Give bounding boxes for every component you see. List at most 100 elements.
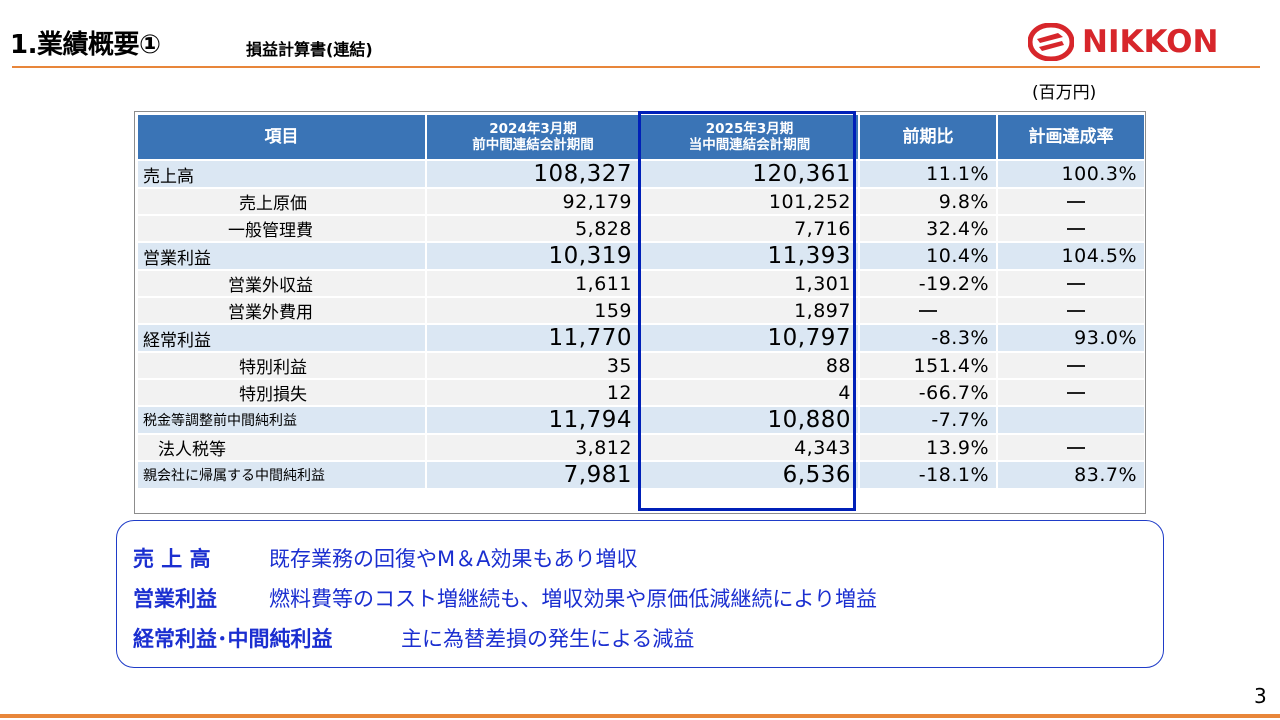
row-label: 特別利益 bbox=[136, 351, 427, 380]
prev-value: 7,981 bbox=[425, 460, 641, 490]
yoy-value: 32.4% bbox=[858, 214, 998, 243]
yoy-value: 9.8% bbox=[858, 187, 998, 216]
table-row: 営業外費用 159 1,897 bbox=[136, 296, 1146, 325]
curr-value: 6,536 bbox=[639, 460, 860, 490]
yoy-value: 11.1% bbox=[858, 159, 998, 189]
dash-icon bbox=[919, 310, 937, 312]
prev-value: 10,319 bbox=[425, 241, 641, 271]
prev-value: 11,770 bbox=[425, 323, 641, 353]
row-label: 法人税等 bbox=[136, 433, 427, 462]
summary-box: 売 上 高 既存業務の回復やM＆A効果もあり増収 営業利益 燃料費等のコスト増継… bbox=[116, 520, 1164, 668]
summary-text: 燃料費等のコスト増継続も、増収効果や原価低減継続により増益 bbox=[269, 587, 877, 611]
plan-value bbox=[996, 296, 1146, 325]
prev-value: 12 bbox=[425, 378, 641, 407]
table-row: 税金等調整前中間純利益 11,794 10,880 -7.7% bbox=[136, 405, 1146, 435]
logo-wordmark: NIKKON bbox=[1082, 24, 1219, 60]
dash-icon bbox=[1067, 365, 1085, 367]
yoy-value: 151.4% bbox=[858, 351, 998, 380]
row-label: 税金等調整前中間純利益 bbox=[136, 405, 427, 435]
table-row: 営業利益 10,319 11,393 10.4% 104.5% bbox=[136, 241, 1146, 271]
row-label: 営業外収益 bbox=[136, 269, 427, 298]
summary-key: 売 上 高 bbox=[133, 547, 211, 571]
yoy-value bbox=[858, 296, 998, 325]
plan-value bbox=[996, 187, 1146, 216]
yoy-value: -19.2% bbox=[858, 269, 998, 298]
header-curr-period: 2025年3月期 当中間連結会計期間 bbox=[639, 113, 860, 161]
row-label: 一般管理費 bbox=[136, 214, 427, 243]
curr-value: 7,716 bbox=[639, 214, 860, 243]
header-plan: 計画達成率 bbox=[996, 113, 1146, 161]
row-label: 特別損失 bbox=[136, 378, 427, 407]
curr-value: 11,393 bbox=[639, 241, 860, 271]
page-subtitle: 損益計算書(連結) bbox=[246, 40, 373, 59]
table-row: 特別損失 12 4 -66.7% bbox=[136, 378, 1146, 407]
dash-icon bbox=[1067, 201, 1085, 203]
summary-key: 経常利益･中間純利益 bbox=[133, 627, 333, 651]
plan-value bbox=[996, 378, 1146, 407]
yoy-value: 13.9% bbox=[858, 433, 998, 462]
plan-value: 83.7% bbox=[996, 460, 1146, 490]
summary-text: 既存業務の回復やM＆A効果もあり増収 bbox=[269, 547, 638, 571]
curr-value: 1,301 bbox=[639, 269, 860, 298]
yoy-value: -8.3% bbox=[858, 323, 998, 353]
prev-value: 5,828 bbox=[425, 214, 641, 243]
yoy-value: 10.4% bbox=[858, 241, 998, 271]
curr-value: 88 bbox=[639, 351, 860, 380]
prev-value: 159 bbox=[425, 296, 641, 325]
prev-value: 108,327 bbox=[425, 159, 641, 189]
prev-value: 3,812 bbox=[425, 433, 641, 462]
table-row: 営業外収益 1,611 1,301 -19.2% bbox=[136, 269, 1146, 298]
header-item: 項目 bbox=[136, 113, 427, 161]
row-label: 売上高 bbox=[136, 159, 427, 189]
table-row: 特別利益 35 88 151.4% bbox=[136, 351, 1146, 380]
header-prev-period: 2024年3月期 前中間連結会計期間 bbox=[425, 113, 641, 161]
plan-value bbox=[996, 351, 1146, 380]
page-title: 1.業績概要① bbox=[10, 30, 161, 60]
curr-value: 4,343 bbox=[639, 433, 860, 462]
row-label: 経常利益 bbox=[136, 323, 427, 353]
plan-value bbox=[996, 433, 1146, 462]
plan-value bbox=[996, 269, 1146, 298]
dash-icon bbox=[1067, 447, 1085, 449]
table-row: 売上高 108,327 120,361 11.1% 100.3% bbox=[136, 159, 1146, 189]
prev-value: 1,611 bbox=[425, 269, 641, 298]
page-number: 3 bbox=[1254, 684, 1267, 708]
yoy-value: -66.7% bbox=[858, 378, 998, 407]
yoy-value: -18.1% bbox=[858, 460, 998, 490]
prev-value: 11,794 bbox=[425, 405, 641, 435]
table-row: 一般管理費 5,828 7,716 32.4% bbox=[136, 214, 1146, 243]
header-yoy: 前期比 bbox=[858, 113, 998, 161]
header-prev-desc: 前中間連結会計期間 bbox=[472, 137, 594, 153]
income-statement-table: 項目 2024年3月期 前中間連結会計期間 2025年3月期 当中間連結会計期間… bbox=[136, 113, 1146, 490]
unit-label: (百万円) bbox=[1032, 83, 1097, 103]
company-logo: NIKKON bbox=[1028, 22, 1218, 62]
title-divider bbox=[12, 66, 1260, 68]
curr-value: 120,361 bbox=[639, 159, 860, 189]
curr-value: 101,252 bbox=[639, 187, 860, 216]
dash-icon bbox=[1067, 310, 1085, 312]
yoy-value: -7.7% bbox=[858, 405, 998, 435]
summary-text: 主に為替差損の発生による減益 bbox=[401, 627, 695, 651]
plan-value: 104.5% bbox=[996, 241, 1146, 271]
table-header-row: 項目 2024年3月期 前中間連結会計期間 2025年3月期 当中間連結会計期間… bbox=[136, 113, 1146, 161]
curr-value: 4 bbox=[639, 378, 860, 407]
row-label: 親会社に帰属する中間純利益 bbox=[136, 460, 427, 490]
prev-value: 92,179 bbox=[425, 187, 641, 216]
table-row: 法人税等 3,812 4,343 13.9% bbox=[136, 433, 1146, 462]
prev-value: 35 bbox=[425, 351, 641, 380]
summary-key: 営業利益 bbox=[133, 587, 217, 611]
row-label: 営業利益 bbox=[136, 241, 427, 271]
dash-icon bbox=[1067, 228, 1085, 230]
dash-icon bbox=[1067, 392, 1085, 394]
curr-value: 10,880 bbox=[639, 405, 860, 435]
table-row: 親会社に帰属する中間純利益 7,981 6,536 -18.1% 83.7% bbox=[136, 460, 1146, 490]
nikkon-logo-icon bbox=[1028, 23, 1074, 61]
header-curr-desc: 当中間連結会計期間 bbox=[688, 137, 811, 153]
footer-divider bbox=[0, 714, 1280, 718]
plan-value bbox=[996, 405, 1146, 435]
dash-icon bbox=[1067, 283, 1085, 285]
curr-value: 1,897 bbox=[639, 296, 860, 325]
table-row: 売上原価 92,179 101,252 9.8% bbox=[136, 187, 1146, 216]
plan-value: 93.0% bbox=[996, 323, 1146, 353]
header-prev-year: 2024年3月期 bbox=[489, 121, 577, 137]
